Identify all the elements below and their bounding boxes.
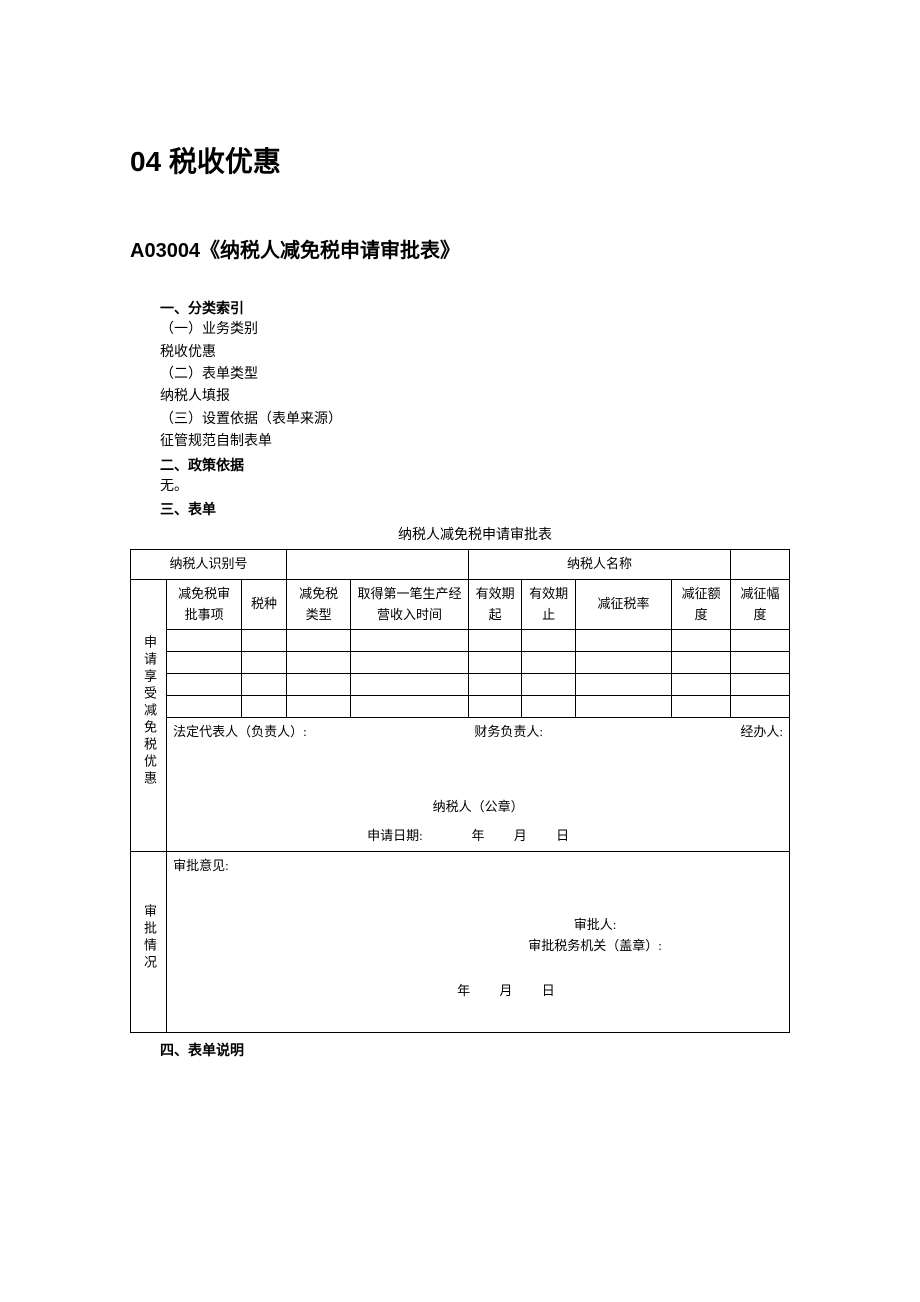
table-caption: 纳税人减免税申请审批表 xyxy=(160,525,790,547)
table-row: 审批情况 审批意见: xyxy=(131,851,790,911)
side-label-application: 申请享受减免税优惠 xyxy=(131,579,167,851)
approval-opinion-label: 审批意见: xyxy=(167,851,790,911)
heading-2: A03004《纳税人减免税申请审批表》 xyxy=(130,235,790,267)
table-row: 法定代表人（负责人）: 财务负责人: 经办人: xyxy=(131,718,790,747)
section-1-2-value: 纳税人填报 xyxy=(160,386,790,408)
approver-block: 审批人: 审批税务机关（盖章）: xyxy=(167,911,790,961)
table-row: 年 月 日 xyxy=(131,961,790,1032)
content-body: 一、分类索引 （一）业务类别 税收优惠 （二）表单类型 纳税人填报 （三）设置依… xyxy=(130,297,790,1061)
taxpayer-seal: 纳税人（公章） xyxy=(167,747,790,822)
table-row xyxy=(131,674,790,696)
handler-label: 经办人: xyxy=(672,718,790,747)
taxpayer-id-label: 纳税人识别号 xyxy=(131,550,287,580)
section-1-3: （三）设置依据（表单来源） xyxy=(160,409,790,431)
finance-head-label: 财务负责人: xyxy=(468,718,671,747)
taxpayer-name-value xyxy=(731,550,790,580)
section-1-1-value: 税收优惠 xyxy=(160,342,790,364)
section-1-3-value: 征管规范自制表单 xyxy=(160,431,790,453)
approval-table: 纳税人识别号 纳税人名称 申请享受减免税优惠 减免税审批事项 税种 减免税类型 … xyxy=(130,549,790,1033)
taxpayer-name-label: 纳税人名称 xyxy=(468,550,730,580)
legal-rep-label: 法定代表人（负责人）: xyxy=(167,718,469,747)
apply-date-row: 申请日期: 年 月 日 xyxy=(167,822,790,851)
col-header: 减征税率 xyxy=(575,579,671,630)
col-header: 取得第一笔生产经营收入时间 xyxy=(351,579,469,630)
table-row: 审批人: 审批税务机关（盖章）: xyxy=(131,911,790,961)
section-4-title: 四、表单说明 xyxy=(160,1039,790,1061)
section-2-value: 无。 xyxy=(160,476,790,498)
col-header: 有效期止 xyxy=(522,579,576,630)
table-row xyxy=(131,652,790,674)
section-1-2: （二）表单类型 xyxy=(160,364,790,386)
table-row: 申请享受减免税优惠 减免税审批事项 税种 减免税类型 取得第一笔生产经营收入时间… xyxy=(131,579,790,630)
col-header: 减免税类型 xyxy=(287,579,351,630)
side-label-approval: 审批情况 xyxy=(131,851,167,1032)
section-1-title: 一、分类索引 xyxy=(160,297,790,319)
col-header: 有效期起 xyxy=(468,579,522,630)
col-header: 减免税审批事项 xyxy=(167,579,242,630)
heading-1: 04 税收优惠 xyxy=(130,140,790,185)
table-row xyxy=(131,630,790,652)
col-header: 减征幅度 xyxy=(731,579,790,630)
col-header: 减征额度 xyxy=(672,579,731,630)
section-2-title: 二、政策依据 xyxy=(160,454,790,476)
table-row xyxy=(131,696,790,718)
table-row: 纳税人（公章） xyxy=(131,747,790,822)
table-row: 申请日期: 年 月 日 xyxy=(131,822,790,851)
table-row: 纳税人识别号 纳税人名称 xyxy=(131,550,790,580)
taxpayer-id-value xyxy=(287,550,469,580)
section-3-title: 三、表单 xyxy=(160,498,790,520)
section-1-1: （一）业务类别 xyxy=(160,319,790,341)
approval-date-row: 年 月 日 xyxy=(167,961,790,1032)
col-header: 税种 xyxy=(242,579,287,630)
